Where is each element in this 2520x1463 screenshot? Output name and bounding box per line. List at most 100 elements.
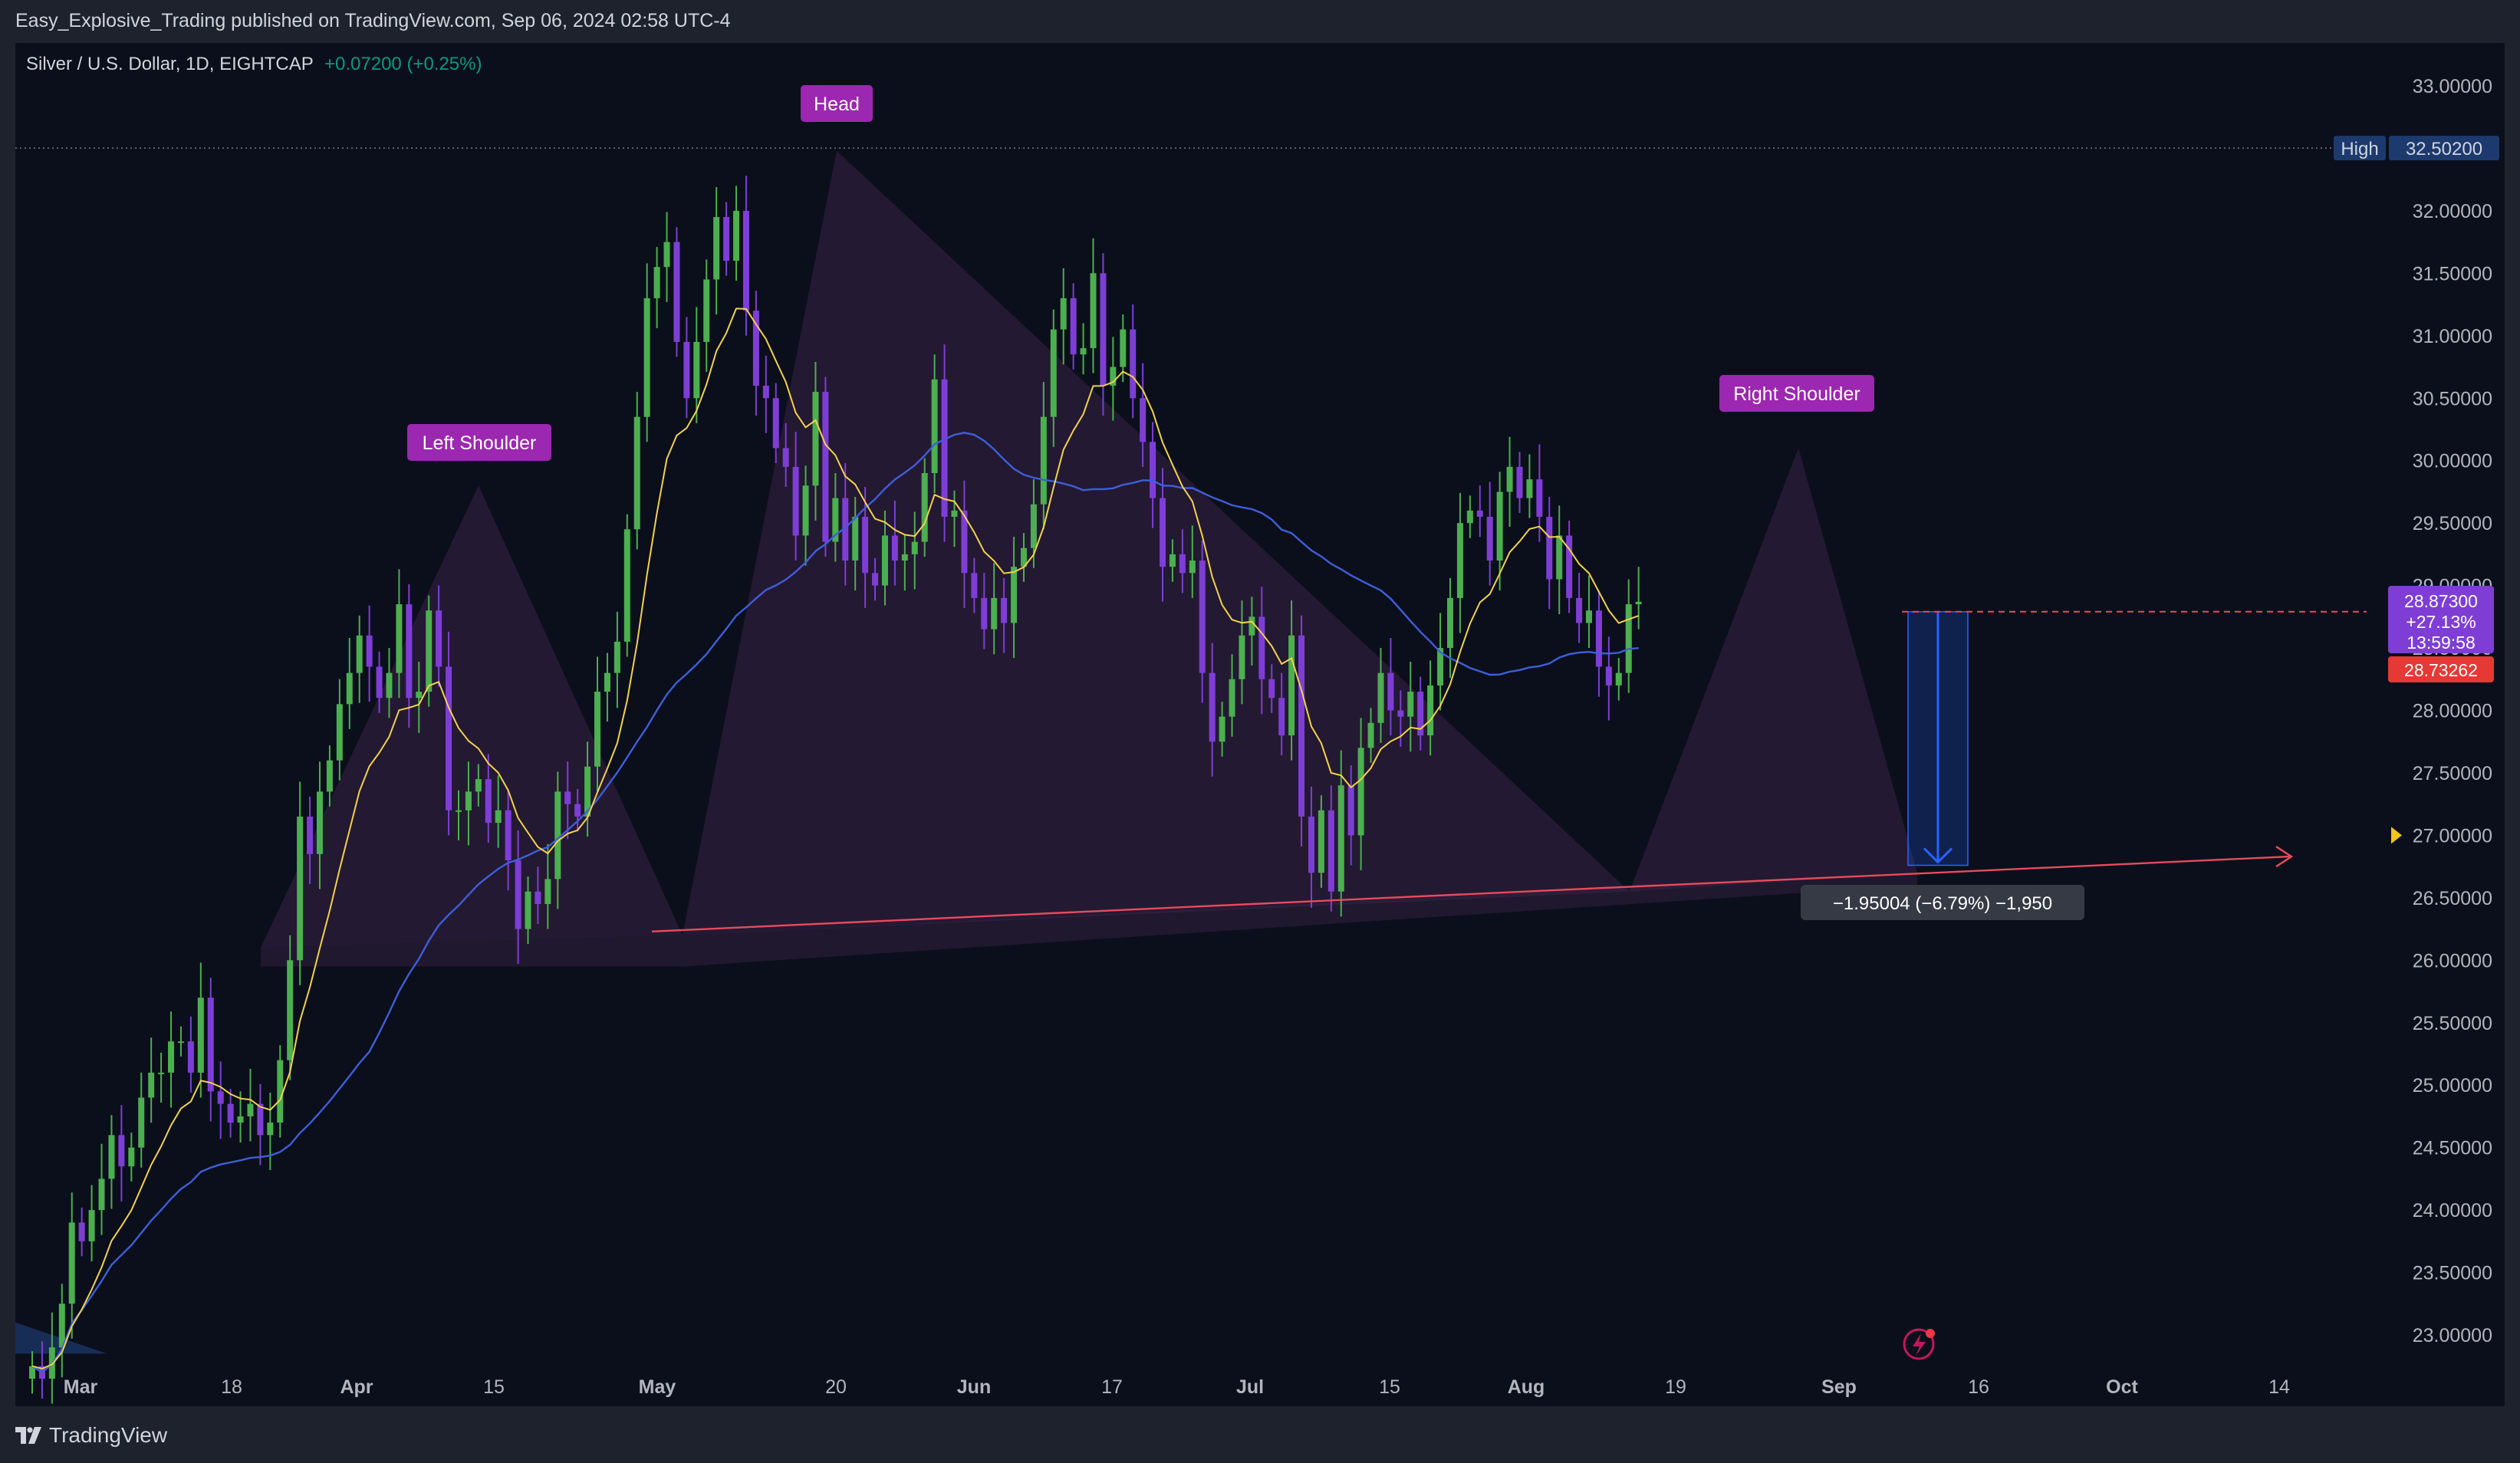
candle-up [802, 485, 809, 536]
candle-up [1229, 679, 1235, 717]
tradingview-logo-icon [15, 1427, 41, 1444]
candle-up [881, 535, 888, 586]
chart-area[interactable]: Left Shoulder Head Right Shoulder −1.95004 … [15, 43, 2505, 1406]
publisher-text: Easy_Explosive_Trading published on Trad… [15, 10, 731, 31]
price-tick-label: 26.00000 [2413, 950, 2492, 971]
candle-up [1239, 635, 1245, 679]
candle-down [207, 998, 214, 1092]
candle-up [277, 1060, 284, 1123]
candle-down [1605, 666, 1612, 685]
candle-down [1179, 554, 1186, 574]
price-tick-label: 25.00000 [2413, 1075, 2492, 1096]
candle-up [237, 1116, 244, 1123]
candle-down [862, 517, 869, 574]
candle-up [316, 791, 323, 854]
overlay-layer: Left Shoulder Head Right Shoulder −1.95004 … [15, 85, 2367, 1360]
candle-up [336, 704, 343, 761]
candle-up [812, 392, 819, 486]
tradingview-logo[interactable]: TradingView [15, 1423, 167, 1448]
time-tick-label: 17 [1101, 1376, 1123, 1398]
lightning-icon [1913, 1333, 1926, 1356]
candle-up [465, 791, 472, 810]
candle-up [1219, 716, 1225, 742]
candle-down [1150, 442, 1156, 498]
price-tick-label: 26.50000 [2413, 888, 2492, 909]
left-shoulder-label: Left Shoulder [423, 432, 537, 454]
candle-down [782, 448, 789, 467]
head-label-bg [801, 85, 873, 122]
candle-down [574, 804, 581, 817]
slow-moving-average-line [31, 432, 1639, 1374]
publisher-bar: Easy_Explosive_Trading published on Trad… [0, 0, 2520, 43]
candle-up [396, 604, 403, 673]
candle-down [1160, 498, 1166, 567]
candle-down [762, 385, 769, 399]
current-price: 28.87300 [2404, 591, 2478, 611]
measure-label: −1.95004 (−6.79%) −1,950 [1833, 893, 2052, 914]
candle-down [891, 535, 898, 561]
candle-up [1040, 416, 1047, 505]
time-tick-label: 20 [825, 1376, 847, 1398]
candle-up [633, 416, 640, 530]
time-tick-label: Jul [1236, 1376, 1264, 1398]
price-tick-label: 29.50000 [2413, 513, 2492, 534]
candle-down [1397, 710, 1404, 717]
bar-countdown: 13:59:58 [2407, 633, 2476, 653]
candle-down [981, 597, 988, 630]
candle-down [1308, 816, 1314, 873]
candle-up [416, 692, 423, 699]
time-tick-label: 14 [2268, 1376, 2290, 1398]
notification-dot [1926, 1329, 1935, 1338]
candle-up [931, 379, 938, 473]
candle-down [941, 379, 948, 518]
candle-down [683, 341, 690, 399]
candle-up [1407, 692, 1414, 717]
candle-up [1556, 535, 1563, 580]
candle-up [832, 498, 839, 542]
candle-up [1456, 523, 1463, 598]
price-chart[interactable]: Left Shoulder Head Right Shoulder −1.95004 … [15, 43, 2505, 1406]
high-label: High [2341, 139, 2378, 159]
candle-up [148, 1072, 155, 1098]
time-tick-label: 18 [221, 1376, 242, 1398]
right-shoulder-label: Right Shoulder [1733, 383, 1860, 405]
candle-down [1100, 273, 1107, 386]
measure-label-bg [1801, 885, 2084, 920]
candle-up [1050, 329, 1057, 417]
time-tick-label: 15 [1379, 1376, 1400, 1398]
symbol-legend[interactable]: Silver / U.S. Dollar, 1D, EIGHTCAP +0.07… [26, 54, 482, 75]
candle-up [1466, 510, 1473, 524]
pattern-layer [15, 150, 1917, 1354]
candle-up [475, 779, 482, 792]
candle-up [1437, 648, 1444, 685]
right-shoulder-triangle [1630, 448, 1917, 892]
candle-down [1298, 635, 1305, 817]
candle-down [872, 573, 879, 586]
time-tick-label: 19 [1665, 1376, 1686, 1398]
candle-down [1347, 785, 1354, 836]
candle-down [1595, 610, 1602, 667]
time-tick-label: May [639, 1376, 676, 1398]
candle-up [663, 242, 670, 268]
candle-down [742, 210, 749, 311]
candle-up [1357, 748, 1364, 836]
candle-down [842, 498, 849, 561]
candle-down [1566, 535, 1573, 598]
red-price-value: 28.73262 [2404, 660, 2478, 680]
candle-up [733, 210, 740, 261]
candle-down [505, 810, 512, 860]
candle-up [1169, 554, 1176, 567]
candle-down [1268, 679, 1275, 699]
candle-up [1427, 685, 1434, 736]
candle-up [168, 1041, 175, 1073]
candle-down [187, 1041, 194, 1073]
candle-down [366, 635, 373, 667]
candle-up [1318, 810, 1324, 873]
candle-up [326, 760, 333, 792]
candle-down [376, 666, 383, 699]
candle-down [1140, 398, 1147, 442]
candle-up [58, 1304, 65, 1348]
candle-up [386, 672, 393, 699]
high-value: 32.50200 [2406, 139, 2482, 159]
time-scale: Mar 18 Apr 15 May 20 Jun 17 Jul 15 Aug 19 Sep 16 Oct 14 [64, 1376, 2290, 1398]
